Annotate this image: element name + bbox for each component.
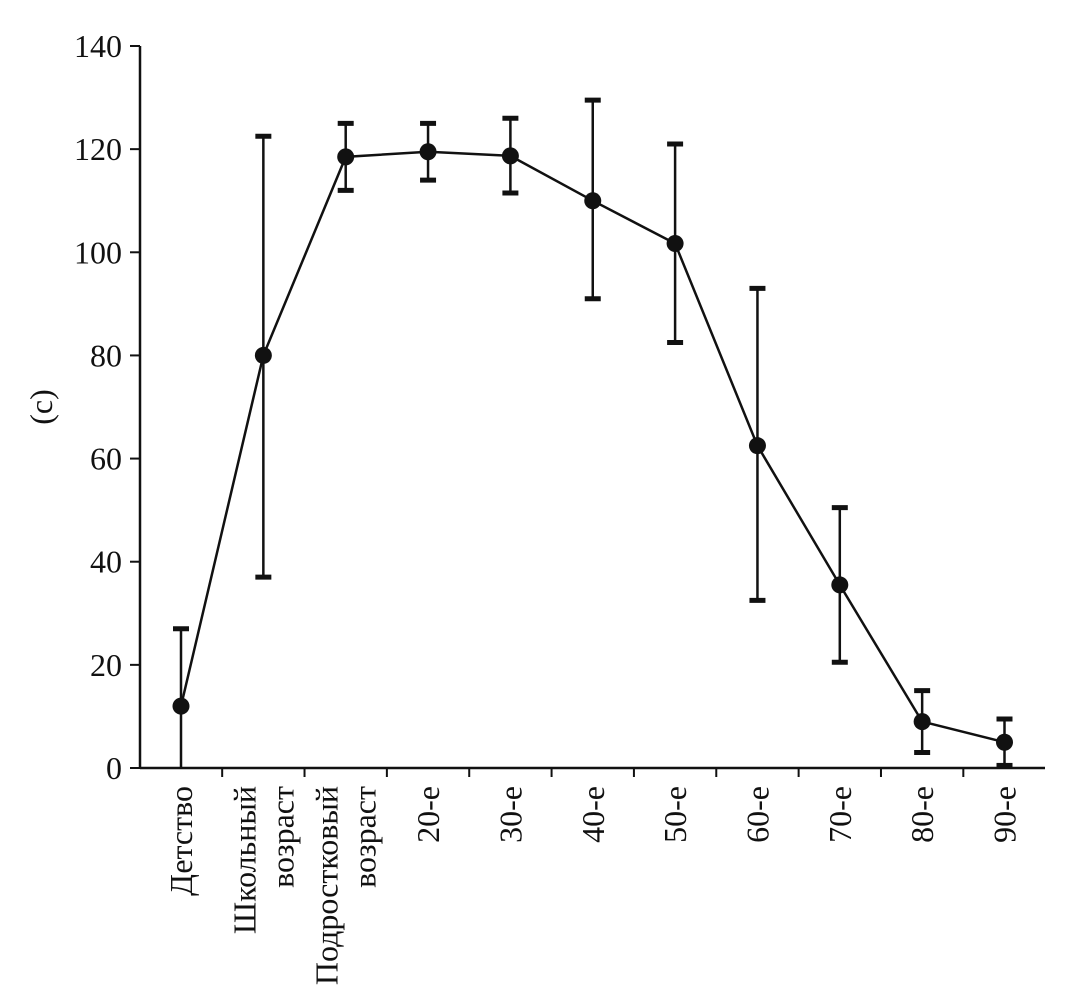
y-axis: 0 20 40 60 80 100 120 140 <box>74 28 142 786</box>
data-point <box>748 437 766 455</box>
x-tick-label: Подростковый <box>309 786 345 985</box>
data-point <box>831 576 849 594</box>
data-point <box>419 143 437 161</box>
y-tick-label: 0 <box>106 750 122 786</box>
x-tick-label: 30-е <box>492 786 528 843</box>
error-bars <box>173 97 1013 768</box>
x-axis: Детство Школьный возраст Подростковый возрас… <box>140 766 1045 985</box>
x-tick-label: 20-е <box>410 786 446 843</box>
data-point <box>501 147 519 165</box>
y-tick-label: 40 <box>90 544 122 580</box>
x-tick-label: возраст <box>264 786 300 888</box>
x-tick-label: 60-е <box>739 786 775 843</box>
x-tick-label: Детство <box>163 786 199 896</box>
data-points <box>172 143 1013 751</box>
y-tick-label: 80 <box>90 337 122 373</box>
data-point <box>584 192 602 210</box>
y-tick-label: 120 <box>74 131 122 167</box>
data-point <box>172 697 190 715</box>
x-tick-label: 70-е <box>822 786 858 843</box>
x-tick-label: 50-е <box>657 786 693 843</box>
y-tick-label: 140 <box>74 28 122 64</box>
x-tick-label: 90-е <box>987 786 1023 843</box>
data-point <box>337 148 355 166</box>
y-tick-label: 100 <box>74 234 122 270</box>
data-point <box>913 713 931 731</box>
data-point <box>996 733 1013 751</box>
data-point <box>666 235 684 253</box>
x-tick-label: 40-е <box>575 786 611 843</box>
y-tick-label: 20 <box>90 647 122 683</box>
data-point <box>254 346 272 364</box>
x-tick-label: Школьный <box>226 786 262 934</box>
y-axis-label: (с) <box>23 389 59 425</box>
x-tick-label: возраст <box>347 786 383 888</box>
x-tick-label: 80-е <box>904 786 940 843</box>
y-tick-label: 60 <box>90 441 122 477</box>
